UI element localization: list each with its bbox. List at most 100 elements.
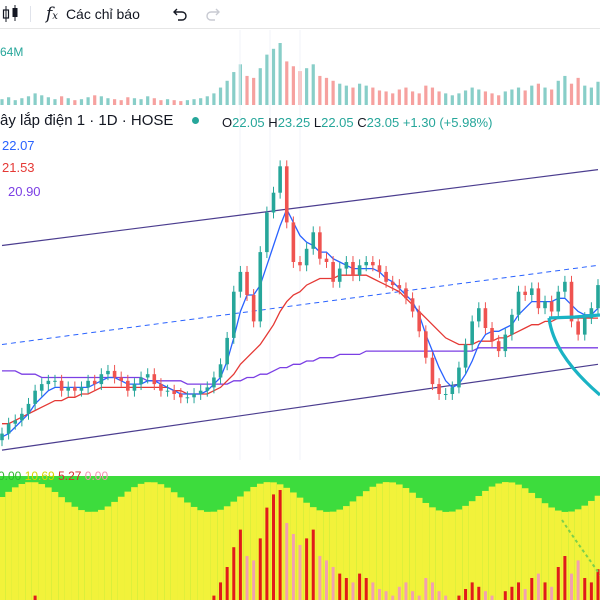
- osc-pressure-bar: [245, 556, 249, 600]
- osc-pressure-bar: [550, 586, 554, 600]
- candle-body: [251, 295, 256, 322]
- volume-bar: [311, 64, 315, 105]
- candle-body: [351, 262, 355, 276]
- osc-yellow-bar: [548, 507, 555, 600]
- candle-body: [344, 262, 349, 269]
- volume-bar: [132, 98, 137, 105]
- osc-yellow-bar: [316, 510, 324, 600]
- ma-mid-value: 21.53: [2, 160, 35, 175]
- candle-body: [145, 374, 150, 378]
- volume-bar: [106, 98, 110, 105]
- osc-yellow-bar: [495, 483, 502, 600]
- volume-bar: [159, 100, 163, 105]
- osc-pressure-bar: [212, 595, 216, 600]
- low-label: L: [313, 115, 322, 130]
- osc-pressure-bar: [318, 556, 322, 600]
- volume-bar: [444, 93, 448, 105]
- osc-pressure-bar: [523, 589, 527, 600]
- osc-yellow-bar: [409, 492, 416, 600]
- volume-bar: [344, 85, 348, 105]
- candle-body: [119, 377, 123, 381]
- osc-pressure-bar: [324, 560, 328, 600]
- volume-bar: [179, 101, 183, 105]
- volume-bar: [563, 75, 567, 105]
- open-value: 22.05: [232, 115, 265, 130]
- candle-body: [510, 314, 514, 335]
- grid: [239, 30, 301, 460]
- osc-pressure-bar: [298, 545, 302, 600]
- candle-body: [569, 281, 574, 322]
- candle-body: [112, 370, 117, 378]
- osc-yellow-bar: [144, 482, 151, 600]
- osc-yellow-bar: [184, 502, 191, 600]
- osc-pressure-bar: [570, 573, 574, 600]
- osc-pressure-bar: [225, 567, 229, 600]
- volume-bar: [450, 95, 454, 105]
- candle-body: [430, 357, 435, 385]
- candle-body: [523, 291, 527, 295]
- candle-body: [556, 291, 561, 312]
- osc-pressure-bar: [583, 578, 587, 600]
- candle-body: [271, 192, 276, 213]
- osc-yellow-bar: [382, 482, 390, 600]
- candle-body: [304, 248, 309, 266]
- candle-body: [59, 380, 64, 391]
- undo-icon[interactable]: [170, 0, 190, 28]
- ma-fast-value: 22.07: [2, 138, 35, 153]
- volume-bar: [483, 91, 488, 105]
- candle-body: [20, 413, 24, 421]
- osc-yellow-bar: [515, 484, 522, 600]
- volume-bar: [490, 93, 494, 105]
- close-value: 23.05: [366, 115, 400, 130]
- user-drawings: [547, 313, 600, 397]
- candle-body: [563, 281, 567, 292]
- osc-yellow-bar: [449, 511, 456, 600]
- osc-pressure-bar: [563, 556, 567, 600]
- osc-yellow-bar: [369, 486, 377, 600]
- candle-body: [99, 374, 104, 385]
- volume-bar: [417, 93, 421, 105]
- volume-bar: [291, 66, 295, 105]
- osc-value-green: 0.00: [0, 469, 22, 483]
- candle-body: [225, 337, 229, 365]
- osc-pressure-bar: [576, 560, 580, 600]
- osc-yellow-bar: [117, 496, 125, 600]
- volume-bar: [404, 87, 408, 105]
- osc-pressure-bar: [596, 569, 600, 600]
- osc-pressure-bar: [377, 589, 381, 600]
- osc-yellow-bar: [217, 509, 224, 600]
- top-toolbar: fx Các chỉ báo: [0, 0, 600, 29]
- osc-pressure-bar: [417, 595, 421, 600]
- osc-yellow-bar: [210, 511, 218, 600]
- volume-bar: [232, 72, 236, 105]
- indicators-button[interactable]: fx Các chỉ báo: [46, 0, 140, 28]
- osc-yellow-bar: [170, 492, 178, 600]
- osc-pressure-bar: [556, 567, 560, 600]
- osc-yellow-bar: [442, 511, 449, 600]
- candles-icon[interactable]: [0, 0, 24, 28]
- volume-bar: [271, 48, 276, 105]
- volume-bar: [13, 100, 17, 105]
- volume-bar: [397, 89, 401, 105]
- candle-body: [172, 390, 176, 394]
- symbol-title[interactable]: ây lắp điện 1 · 1D · HOSE: [0, 112, 174, 129]
- volume-bar: [516, 87, 521, 105]
- osc-yellow-bar: [429, 507, 436, 600]
- candle-body: [258, 252, 263, 322]
- osc-pressure-bar: [285, 523, 289, 600]
- volume-label: 64M: [0, 45, 24, 59]
- osc-yellow-bar: [31, 482, 39, 600]
- volume-bar: [331, 80, 335, 105]
- volume-bar: [165, 99, 170, 105]
- osc-yellow-bar: [488, 486, 496, 600]
- candle-body: [39, 384, 44, 391]
- volume-bar: [318, 75, 322, 105]
- osc-pressure-bar: [391, 595, 395, 600]
- volume-bar: [26, 96, 31, 105]
- osc-yellow-bar: [568, 511, 575, 600]
- osc-value-pink: 0.00: [84, 469, 109, 483]
- redo-icon[interactable]: [205, 0, 225, 28]
- candle-body: [132, 384, 137, 391]
- indicators-label: Các chỉ báo: [65, 6, 140, 22]
